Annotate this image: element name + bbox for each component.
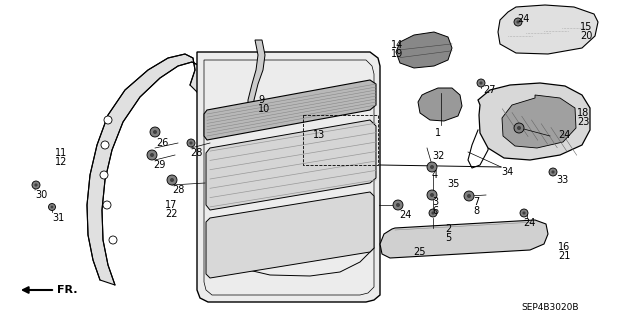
Circle shape (32, 181, 40, 189)
Text: 28: 28 (172, 185, 184, 195)
Circle shape (51, 206, 53, 208)
Circle shape (100, 171, 108, 179)
Polygon shape (206, 192, 374, 278)
Text: 26: 26 (156, 138, 168, 148)
Circle shape (430, 193, 434, 197)
Text: 30: 30 (35, 190, 47, 200)
Circle shape (393, 200, 403, 210)
Circle shape (150, 127, 160, 137)
Text: 20: 20 (580, 31, 593, 41)
Text: 24: 24 (558, 130, 570, 140)
Circle shape (514, 123, 524, 133)
Circle shape (431, 211, 435, 215)
Circle shape (429, 209, 437, 217)
Polygon shape (87, 54, 202, 285)
Circle shape (167, 175, 177, 185)
Polygon shape (396, 32, 452, 68)
Text: 27: 27 (483, 85, 495, 95)
Polygon shape (204, 80, 376, 140)
Circle shape (147, 150, 157, 160)
Text: 16: 16 (558, 242, 570, 252)
Text: 24: 24 (517, 14, 529, 24)
Circle shape (187, 139, 195, 147)
Circle shape (430, 165, 434, 169)
Text: 25: 25 (413, 247, 426, 257)
Text: 3: 3 (432, 197, 438, 207)
Text: FR.: FR. (57, 285, 77, 295)
Text: 4: 4 (432, 170, 438, 180)
Text: 8: 8 (473, 206, 479, 216)
Text: 15: 15 (580, 22, 593, 32)
Text: 34: 34 (501, 167, 513, 177)
Text: 31: 31 (52, 213, 64, 223)
Circle shape (464, 191, 474, 201)
Text: 35: 35 (447, 179, 460, 189)
Text: 29: 29 (153, 160, 165, 170)
Text: 7: 7 (473, 197, 479, 207)
Text: 21: 21 (558, 251, 570, 261)
Text: SEP4B3020B: SEP4B3020B (521, 303, 579, 313)
Circle shape (153, 130, 157, 134)
Text: 14: 14 (391, 40, 403, 50)
Text: 6: 6 (432, 206, 438, 216)
Text: 23: 23 (577, 117, 589, 127)
Text: 10: 10 (258, 104, 270, 114)
Circle shape (479, 81, 483, 85)
Circle shape (467, 194, 471, 198)
Text: 28: 28 (190, 148, 202, 158)
Circle shape (552, 170, 555, 174)
Circle shape (35, 183, 38, 187)
Polygon shape (498, 5, 598, 54)
Text: 5: 5 (445, 233, 451, 243)
Text: 13: 13 (313, 130, 325, 140)
Circle shape (170, 178, 174, 182)
Circle shape (427, 190, 437, 200)
Circle shape (396, 203, 400, 207)
Text: 17: 17 (165, 200, 177, 210)
Circle shape (49, 204, 56, 211)
Text: 33: 33 (556, 175, 568, 185)
Text: 24: 24 (399, 210, 412, 220)
Text: 11: 11 (55, 148, 67, 158)
Circle shape (477, 79, 485, 87)
Circle shape (522, 211, 525, 215)
Text: 19: 19 (391, 49, 403, 59)
Circle shape (427, 162, 437, 172)
Polygon shape (502, 95, 576, 148)
Circle shape (103, 201, 111, 209)
Polygon shape (418, 88, 462, 121)
Circle shape (189, 141, 193, 145)
Text: 1: 1 (435, 128, 441, 138)
Text: 32: 32 (432, 151, 444, 161)
Text: 2: 2 (445, 224, 451, 234)
Polygon shape (248, 40, 265, 120)
Polygon shape (206, 120, 376, 210)
Circle shape (109, 236, 117, 244)
Circle shape (516, 20, 520, 24)
Circle shape (104, 116, 112, 124)
Text: 22: 22 (165, 209, 177, 219)
Circle shape (514, 18, 522, 26)
Polygon shape (380, 220, 548, 258)
Polygon shape (478, 83, 590, 160)
Circle shape (101, 141, 109, 149)
Circle shape (517, 126, 521, 130)
Text: 18: 18 (577, 108, 589, 118)
Circle shape (549, 168, 557, 176)
Text: 12: 12 (55, 157, 67, 167)
Text: 24: 24 (523, 218, 536, 228)
Circle shape (520, 209, 528, 217)
Text: 9: 9 (258, 95, 264, 105)
Circle shape (150, 153, 154, 157)
Polygon shape (197, 52, 380, 302)
